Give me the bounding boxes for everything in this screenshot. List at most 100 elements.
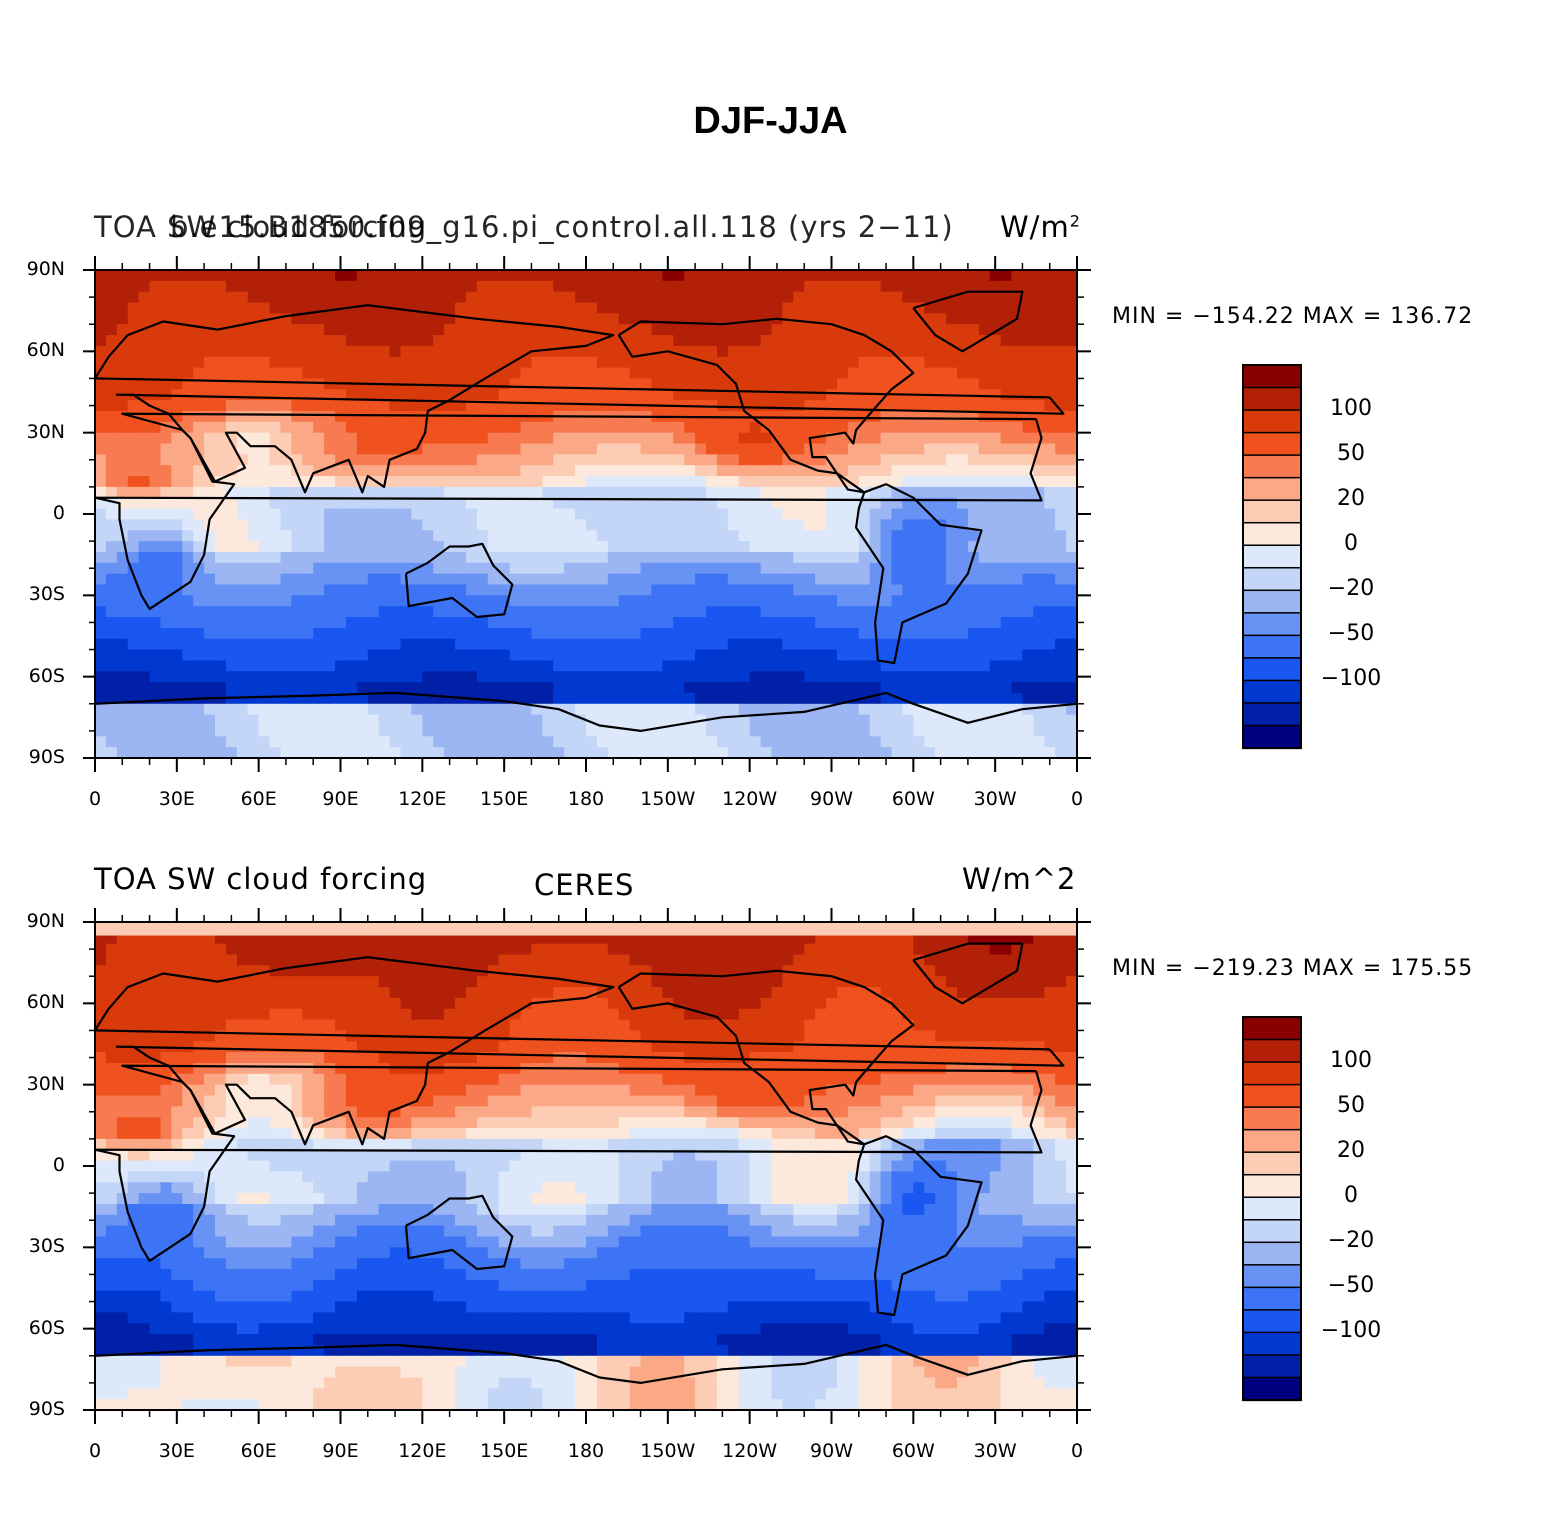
colorbar-swatch [1242, 499, 1302, 524]
coastline-5 [912, 942, 1024, 1005]
colorbar-swatch [1242, 589, 1302, 614]
colorbar-swatch [1242, 1083, 1302, 1109]
colorbar-swatch [1242, 1061, 1302, 1086]
colorbar-swatch [1242, 724, 1302, 750]
coastline-4 [854, 483, 983, 665]
colorbar-swatch [1242, 431, 1302, 457]
lon-label: 150E [480, 1440, 529, 1462]
lat-label: 60S [28, 664, 65, 687]
units-text: W/m [1000, 210, 1070, 244]
lon-label: 90E [322, 788, 359, 810]
colorbar-swatch [1242, 1354, 1302, 1379]
colorbar-swatch [1242, 1151, 1302, 1176]
colorbar-swatch [1242, 476, 1302, 502]
colorbar-label: 100 [1330, 396, 1372, 422]
panel-center-title: CERES [534, 868, 635, 902]
coastline-6 [94, 691, 1078, 733]
lon-label: 120W [722, 1440, 778, 1462]
coastlines [93, 942, 1078, 1385]
colorbar-swatch [1242, 521, 1302, 547]
lon-label: 150W [640, 788, 696, 810]
colorbar-swatch [1242, 679, 1302, 705]
coastline-5 [912, 290, 1024, 353]
lon-label: 60E [240, 788, 277, 810]
lon-label: 30E [158, 1440, 195, 1462]
figure-title: DJF-JJA [693, 100, 848, 142]
coastline-3 [617, 969, 915, 1146]
colorbar-swatch [1242, 409, 1302, 434]
lat-label: 90N [26, 910, 65, 932]
coastline-4 [854, 1135, 983, 1317]
lon-label: 90W [810, 1440, 853, 1462]
colorbar-swatch [1242, 1128, 1302, 1154]
colorbar-label: −100 [1320, 1318, 1382, 1344]
colorbar-label: −100 [1320, 666, 1382, 692]
lat-label: 30S [28, 1235, 65, 1258]
colorbar-swatch [1242, 386, 1302, 412]
panel-left-title: TOA SW cloud forcing [94, 862, 428, 896]
colorbar-swatch [1242, 454, 1302, 479]
colorbar-swatch [1242, 702, 1302, 727]
min-max-label: MIN = −219.23 MAX = 175.55 [1112, 956, 1474, 981]
lat-label: 30N [26, 420, 65, 443]
colorbar-swatch [1242, 634, 1302, 660]
lat-label: 0 [52, 502, 65, 524]
colorbar-label: −50 [1327, 1273, 1375, 1299]
min-max-label: MIN = −154.22 MAX = 136.72 [1112, 304, 1474, 329]
colorbar-swatch [1242, 1038, 1302, 1064]
lon-label: 180 [567, 788, 605, 810]
colorbar-swatch [1242, 1016, 1302, 1041]
colorbar-label: 50 [1337, 441, 1365, 467]
colorbar-swatch [1242, 1173, 1302, 1199]
colorbar-swatch [1242, 657, 1302, 682]
units-superscript: 2 [1069, 211, 1081, 231]
colorbar-label: −20 [1327, 1228, 1375, 1254]
model-map-canvas [83, 256, 1302, 772]
coastline-1 [93, 304, 1065, 494]
colorbar-label: 0 [1344, 531, 1358, 557]
colorbar [1242, 364, 1302, 750]
lat-label: 60N [26, 339, 65, 362]
lon-label: 90E [322, 1440, 359, 1462]
colorbar-swatch [1242, 1196, 1302, 1221]
colorbar-swatch [1242, 1331, 1302, 1357]
colorbar-label: 20 [1337, 1138, 1365, 1164]
colorbar-label: 100 [1330, 1048, 1372, 1074]
lat-label: 30N [26, 1072, 65, 1095]
panel-units: W/m2 [1000, 210, 1081, 244]
colorbar-swatch [1242, 612, 1302, 637]
colorbar-swatch [1242, 567, 1302, 592]
coastline-3 [617, 317, 915, 494]
lon-label: 30W [973, 788, 1017, 810]
colorbar-swatch [1242, 1106, 1302, 1131]
colorbar-swatch [1242, 1241, 1302, 1266]
lat-label: 90N [26, 258, 65, 280]
lon-label: 180 [567, 1440, 605, 1462]
lat-label: 0 [52, 1154, 65, 1176]
coastline-6 [94, 1343, 1078, 1385]
colorbar-label: 20 [1337, 486, 1365, 512]
panel-units: W/m^2 [962, 862, 1077, 896]
colorbar-label: 0 [1344, 1183, 1358, 1209]
lon-label: 120E [398, 788, 447, 810]
lon-label: 0 [1070, 1440, 1084, 1462]
colorbar-swatch [1242, 544, 1302, 569]
lon-label: 60W [891, 788, 935, 810]
lon-label: 0 [88, 1440, 102, 1462]
lon-label: 120E [398, 1440, 447, 1462]
coastline-2 [404, 542, 514, 619]
colorbar-label: −20 [1327, 576, 1375, 602]
lon-label: 0 [1070, 788, 1084, 810]
panel-center-title: b.e15.B1850.f09_g16.pi_control.all.118 (… [170, 210, 954, 244]
colorbar-swatch [1242, 1309, 1302, 1334]
colorbar-label: 50 [1337, 1093, 1365, 1119]
lon-label: 150W [640, 1440, 696, 1462]
colorbar-label: −50 [1327, 621, 1375, 647]
colorbar-frame [1242, 1016, 1302, 1401]
lon-label: 60W [891, 1440, 935, 1462]
field-shading [95, 270, 1078, 759]
colorbar-swatch [1242, 1219, 1302, 1244]
coastlines [93, 290, 1078, 733]
model-map-panel: TOA SW cloud forcing b.e15.B1850.f09_g16… [0, 200, 1541, 860]
colorbar-swatch [1242, 1376, 1302, 1402]
